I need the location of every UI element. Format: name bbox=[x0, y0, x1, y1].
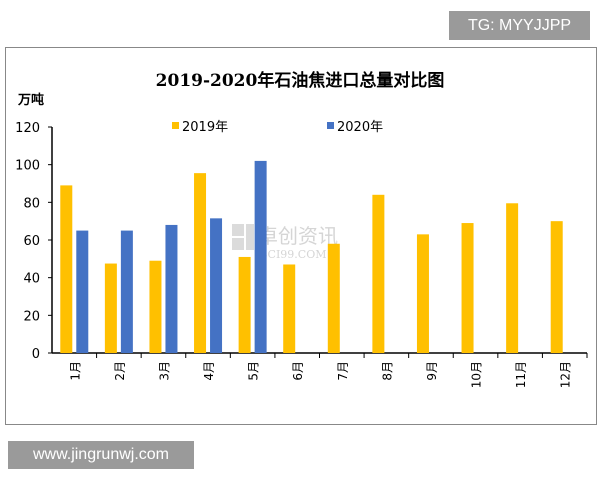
x-tick-label: 7月 bbox=[336, 361, 350, 381]
chart-frame bbox=[5, 47, 597, 425]
x-tick-label: 4月 bbox=[202, 361, 216, 381]
y-tick-label: 60 bbox=[23, 234, 40, 249]
bar-2019年-9月 bbox=[416, 234, 429, 353]
bar-2019年-12月 bbox=[550, 221, 563, 353]
y-tick-label: 40 bbox=[23, 272, 40, 287]
y-tick-label: 20 bbox=[23, 309, 40, 324]
bar-2019年-1月 bbox=[60, 185, 73, 353]
y-tick-label: 80 bbox=[23, 196, 40, 211]
bar-2020年-1月 bbox=[76, 230, 89, 353]
bar-2019年-10月 bbox=[461, 223, 474, 353]
bar-2020年-5月 bbox=[254, 160, 267, 353]
bar-2019年-5月 bbox=[238, 256, 251, 353]
bar-2019年-7月 bbox=[327, 243, 340, 353]
bar-2019年-6月 bbox=[283, 264, 296, 353]
bar-2019年-11月 bbox=[506, 203, 519, 353]
chart-title: 2019-2020年石油焦进口总量对比图 bbox=[156, 70, 445, 91]
x-tick-label: 8月 bbox=[380, 361, 394, 381]
legend-swatch bbox=[172, 122, 179, 129]
x-tick-label: 6月 bbox=[291, 361, 305, 381]
watermark-cn: 卓创资讯 bbox=[258, 224, 338, 248]
x-tick-label: 10月 bbox=[470, 361, 484, 388]
legend-swatch bbox=[327, 122, 334, 129]
y-tick-label: 120 bbox=[15, 121, 40, 136]
x-tick-label: 2月 bbox=[113, 361, 127, 381]
tg-badge: TG: MYYJJPP bbox=[449, 11, 590, 40]
legend-label: 2019年 bbox=[182, 120, 228, 135]
bar-2020年-4月 bbox=[210, 218, 223, 353]
x-tick-label: 5月 bbox=[247, 361, 261, 381]
bar-2019年-8月 bbox=[372, 194, 385, 353]
bar-2020年-2月 bbox=[120, 230, 133, 353]
watermark: 卓创资讯 SCI99.COM bbox=[232, 224, 338, 261]
y-tick-label: 100 bbox=[15, 159, 40, 174]
watermark-en: SCI99.COM bbox=[260, 248, 327, 261]
x-tick-label: 11月 bbox=[514, 361, 528, 388]
website-badge: www.jingrunwj.com bbox=[8, 441, 194, 469]
bar-2019年-4月 bbox=[194, 173, 207, 353]
x-tick-label: 9月 bbox=[425, 361, 439, 381]
bar-2019年-3月 bbox=[149, 260, 162, 353]
y-tick-label: 0 bbox=[32, 347, 40, 362]
x-tick-label: 3月 bbox=[157, 361, 171, 381]
bar-2020年-3月 bbox=[165, 224, 178, 353]
y-axis-label: 万吨 bbox=[17, 92, 44, 108]
bar-2019年-2月 bbox=[104, 263, 117, 353]
x-tick-label: 1月 bbox=[68, 361, 82, 381]
x-tick-label: 12月 bbox=[559, 361, 573, 388]
legend-label: 2020年 bbox=[337, 120, 383, 135]
